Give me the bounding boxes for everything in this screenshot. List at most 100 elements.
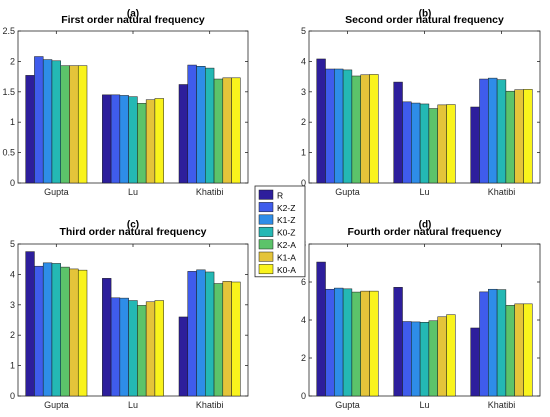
bar-k1-a-lu [437,104,447,184]
bar-k1-a-khatibi [222,281,232,397]
subplot-d: (d)Fourth order natural frequency02468Gu… [301,219,541,410]
bar-k2-a-gupta [60,65,70,184]
bar-k0-z-khatibi [496,79,507,184]
bar-k0-z-lu [128,96,138,184]
bar-k0-a-gupta [77,269,88,397]
bar-k2-a-lu [428,320,438,397]
bar-k2-z-lu [402,101,412,184]
bar-k1-a-gupta [69,65,79,184]
y-tick-label: 2 [10,56,15,66]
bar-k1-z-gupta [334,287,344,397]
panel-letter: (d) [419,219,432,230]
bar-r-lu [102,94,112,184]
bar-r-lu [393,287,403,397]
bar-k0-z-gupta [51,263,61,397]
bar-k0-a-khatibi [523,303,533,397]
bar-k0-a-khatibi [231,281,241,397]
x-tick-label: Gupta [44,400,69,410]
bar-r-khatibi [470,327,480,397]
subplot-b: (b)Second order natural frequency 0 1 2 3 4 5 G… [301,8,541,197]
y-tick-label: 3 [10,300,15,310]
bar-k2-a-khatibi [505,90,515,184]
x-tick-label: Khatibi [488,187,516,197]
bar-k2-a-khatibi [505,305,515,397]
bar-r-khatibi [178,84,189,184]
legend-swatch-k2-z [258,202,274,213]
x-tick-label: Khatibi [196,400,224,410]
bar-k2-a-khatibi [213,283,224,397]
bar-k0-z-khatibi [205,271,215,397]
bar-k0-a-lu [154,98,164,184]
bar-k2-a-lu [137,305,147,397]
legend-label-r: R [277,190,283,200]
bar-k0-z-khatibi [205,67,215,184]
x-tick-label: Lu [128,400,138,410]
chart-title: First order natural frequency [61,14,205,26]
legend-swatch-k0-a [258,264,274,275]
bar-k1-z-gupta [42,262,53,397]
bar-k2-z-khatibi [479,78,489,184]
x-tick-label: Lu [419,187,429,197]
chart-title: Third order natural frequency [59,226,206,238]
bar-k2-z-khatibi [187,64,197,184]
bar-r-gupta [316,261,326,397]
bar-k0-a-lu [154,300,164,397]
bar-k0-a-khatibi [231,77,241,184]
bar-k1-a-gupta [360,74,370,184]
x-tick-label: Lu [128,187,138,197]
bar-k0-a-lu [446,104,456,184]
legend-swatch-r [258,189,274,200]
subplot-a: (a)First order natural frequency 0 0.5 1 1.5… [2,8,249,197]
legend-label-k2-a: K2-A [277,240,296,250]
y-tick-label: 6 [301,277,306,287]
x-tick-label: Khatibi [196,187,224,197]
bar-k2-z-khatibi [479,291,489,397]
bar-k1-a-gupta [360,290,370,397]
legend-label-k0-z: K0-Z [277,228,295,238]
legend-label-k1-z: K1-Z [277,215,295,225]
bar-k2-z-gupta [325,288,335,397]
y-tick-label: 1 [301,148,306,158]
y-tick-label: 0.5 [2,148,15,158]
legend-label-k1-a: K1-A [277,252,296,262]
bar-k1-a-gupta [69,268,79,397]
bar-r-gupta [25,251,35,397]
bar-k1-z-lu [411,102,421,184]
y-tick-label: 2 [10,330,15,340]
x-tick-label: Gupta [335,400,360,410]
bar-k0-z-lu [419,103,430,184]
bar-k1-a-khatibi [514,303,524,397]
bar-r-lu [393,81,403,184]
y-tick-label: 0 [301,178,306,188]
bar-r-khatibi [470,106,480,184]
panel-letter: (b) [419,8,432,19]
x-tick-label: Gupta [44,187,69,197]
legend-label-k0-a: K0-A [277,265,296,275]
bar-k2-a-gupta [60,266,70,397]
bar-k1-a-khatibi [222,77,232,184]
chart-title: Fourth order natural frequency [347,226,501,238]
bar-k0-a-gupta [369,290,379,397]
legend: R K2-Z K1-Z K0-Z K2-A K1-A K0-A [254,185,306,278]
x-tick-label: Gupta [335,187,360,197]
bar-k2-a-lu [137,103,147,184]
bar-k1-z-gupta [334,68,344,184]
bar-k1-a-khatibi [514,89,524,184]
y-tick-label: 2 [301,353,306,363]
y-tick-label: 2 [301,117,306,127]
bar-k2-z-lu [402,321,412,397]
bar-k1-z-khatibi [488,288,498,397]
y-tick-label: 5 [10,239,15,249]
bar-k0-a-gupta [369,74,379,184]
bar-k0-z-lu [419,322,430,397]
y-tick-label: 4 [301,315,306,325]
bar-k1-z-gupta [42,59,53,184]
bar-k1-a-lu [437,316,447,397]
y-tick-label: 1.5 [2,87,15,97]
legend-swatch-k0-z [258,226,274,237]
bar-k1-z-khatibi [196,66,206,184]
bar-k1-a-lu [145,99,156,184]
legend-swatch-k1-a [258,251,274,262]
bar-k0-a-lu [446,314,456,397]
